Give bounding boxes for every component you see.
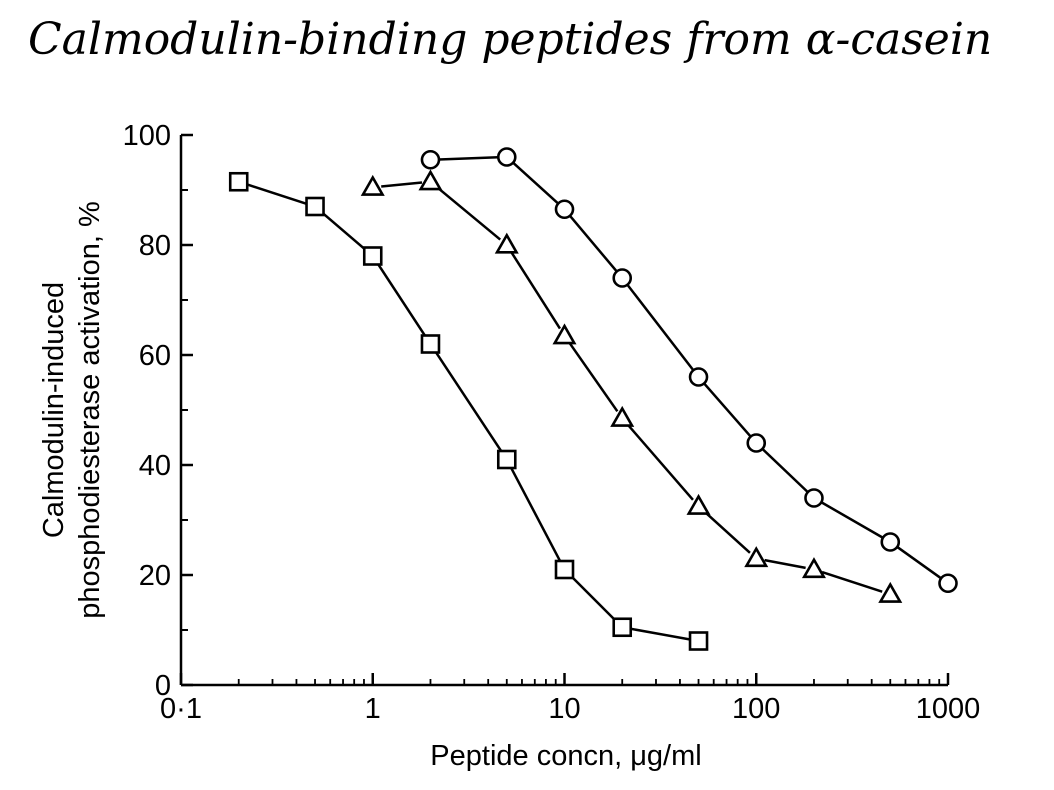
triangle-marker [360,174,385,196]
triangle-marker [494,232,519,254]
series-square-segment [320,211,368,252]
y-axis-title-line1: Calmodulin-induced [38,282,70,538]
series-circle-segment [820,501,884,539]
series-circle-segment [626,283,695,372]
square-marker [420,334,441,354]
series-triangle-segment [764,558,806,570]
triangle-marker [418,169,443,191]
series-triangle-segment [626,423,694,501]
circle-marker [420,149,441,170]
y-tick-label: 40 [139,450,171,482]
series-square-segment [569,574,618,623]
x-tick-label: 1 [365,693,381,725]
y-axis-title-line2: phosphodiesterase activation, % [74,201,106,619]
square-marker [228,171,249,192]
series-circle-segment [761,447,809,494]
series-square [228,171,709,651]
triangle-marker [744,546,769,568]
triangle-marker [610,405,635,427]
series-circle-segment [896,545,942,580]
circle-marker [554,199,575,220]
y-tick-label: 60 [139,340,171,372]
series-triangle-segment [703,511,751,554]
series-triangle-segment [821,570,883,593]
circle-marker [880,532,901,552]
triangle-marker [686,493,711,515]
triangle-marker [801,557,826,579]
square-marker [612,617,633,638]
square-marker [496,449,517,470]
square-marker [362,246,383,266]
series-triangle [360,169,903,603]
square-marker [688,631,709,651]
triangle-marker [878,581,903,603]
series-triangle-segment [568,341,619,413]
circle-marker [938,573,958,594]
series-circle-segment [703,382,752,438]
circle-marker [804,488,824,508]
y-tick-label: 80 [139,230,171,262]
series-layer [228,147,958,651]
series-square-segment [630,627,691,641]
series-triangle-segment [436,186,502,241]
circle-marker [688,367,709,387]
square-marker [554,559,575,580]
x-tick-label: 100 [732,693,780,725]
series-triangle-segment [510,251,561,330]
y-tick-label: 0 [155,670,171,702]
series-circle [420,147,958,594]
x-tick-label: 10 [548,693,580,725]
series-square-segment [376,262,427,338]
circle-marker [612,268,633,288]
series-square-segment [509,466,562,563]
y-tick-label: 20 [139,560,171,592]
series-triangle-segment [381,181,423,188]
page-title: Calmodulin-binding peptides from α-casei… [28,14,993,65]
x-tick-label: 0·1 [160,693,202,725]
x-axis-title: Peptide concn, μg/ml [430,740,701,772]
series-circle-segment [512,161,560,205]
series-square-segment [434,350,504,454]
y-tick-label: 100 [123,120,171,152]
circle-marker [746,433,767,453]
axes: 0 20 40 60 80 100 0·1 1 10 100 1000 [123,120,981,725]
series-circle-segment [569,214,618,273]
triangle-marker [552,323,577,345]
x-tick-label: 1000 [916,693,981,725]
square-marker [305,196,325,217]
circle-marker [496,147,517,167]
series-square-segment [246,183,308,206]
series-circle-segment [438,156,499,161]
